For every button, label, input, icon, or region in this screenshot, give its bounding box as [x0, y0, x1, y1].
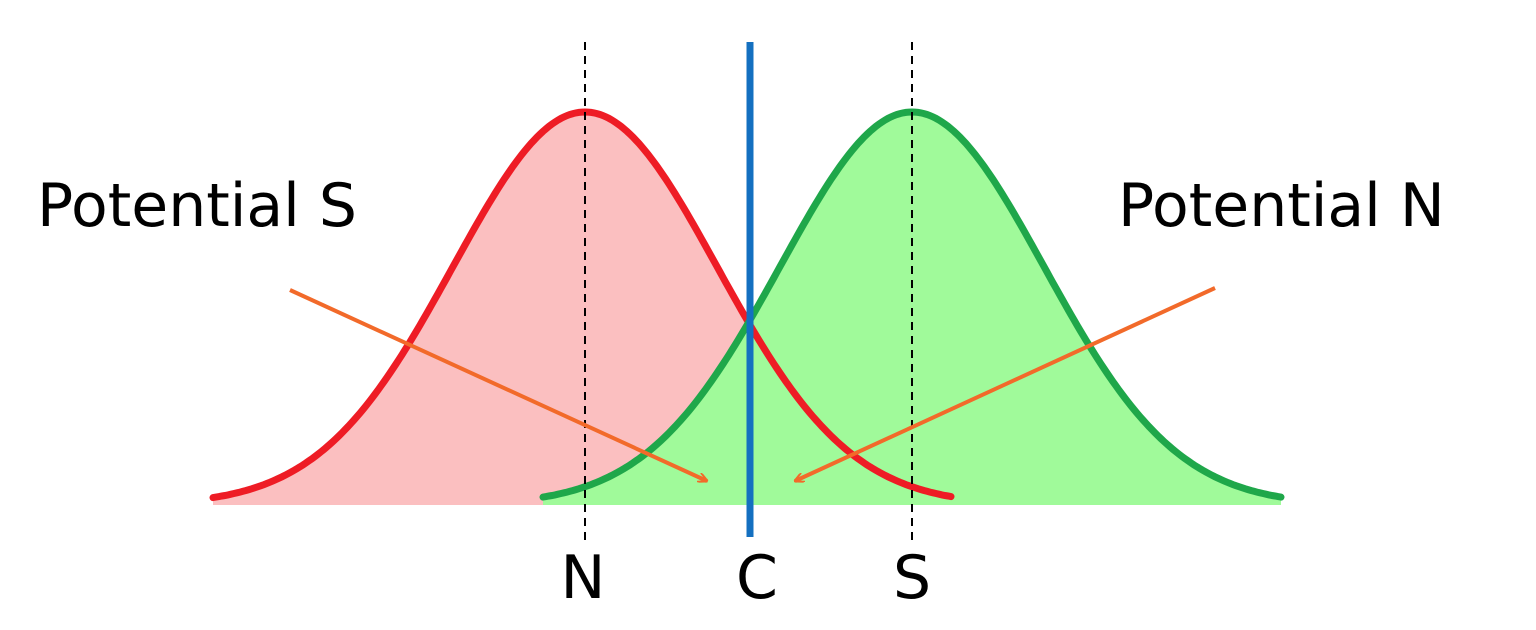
axis-label: N — [561, 543, 606, 613]
red-curve — [209, 108, 955, 502]
axis-label: C — [736, 543, 778, 613]
arrow — [289, 288, 707, 483]
axis-label: S — [893, 543, 931, 613]
label: Potential N — [1118, 171, 1445, 241]
label: Potential S — [37, 171, 357, 241]
arrow — [795, 286, 1216, 483]
